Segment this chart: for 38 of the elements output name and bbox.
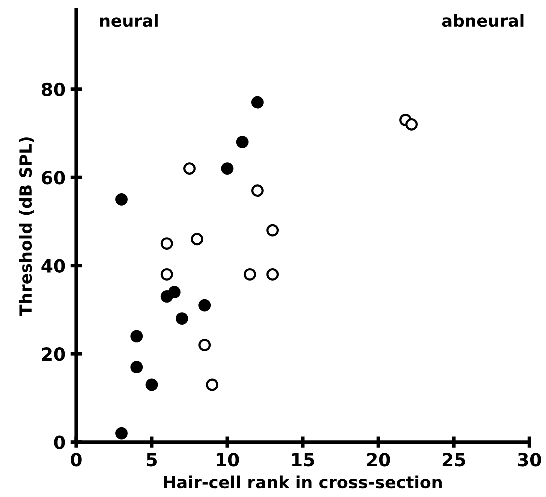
point xyxy=(221,162,234,175)
y-tick-label: 40 xyxy=(42,259,66,273)
point xyxy=(252,96,264,109)
point xyxy=(130,361,144,374)
x-tick-label: 10 xyxy=(216,453,240,467)
point xyxy=(146,378,158,392)
point xyxy=(236,136,249,148)
point xyxy=(160,238,174,250)
point xyxy=(244,268,256,281)
point xyxy=(168,286,181,299)
point xyxy=(266,268,280,281)
x-tick-label: 0 xyxy=(71,453,82,467)
point xyxy=(176,312,188,325)
y-tick-label: 20 xyxy=(42,348,66,362)
point xyxy=(206,378,219,392)
point xyxy=(406,118,418,131)
point xyxy=(116,193,128,206)
point xyxy=(184,162,196,175)
x-tick-label: 5 xyxy=(147,453,157,467)
point xyxy=(266,224,280,237)
x-tick-label: 25 xyxy=(442,453,466,467)
y-tick-label: 60 xyxy=(42,171,66,185)
point xyxy=(198,339,212,352)
x-axis-title: Hair-cell rank in cross-section xyxy=(164,476,442,489)
point xyxy=(198,299,212,312)
annotation: abneural xyxy=(442,14,524,28)
point xyxy=(116,427,128,440)
point xyxy=(130,330,144,343)
annotation: neural xyxy=(100,14,158,28)
y-axis-title: Threshold (dB SPL) xyxy=(19,138,34,316)
x-tick-label: 30 xyxy=(518,453,542,467)
x-tick-label: 15 xyxy=(292,453,314,467)
y-tick-label: 0 xyxy=(54,436,66,450)
point xyxy=(191,233,204,246)
y-tick-label: 80 xyxy=(42,82,66,96)
point xyxy=(160,268,174,281)
x-tick-label: 20 xyxy=(367,453,390,467)
point xyxy=(252,184,264,198)
